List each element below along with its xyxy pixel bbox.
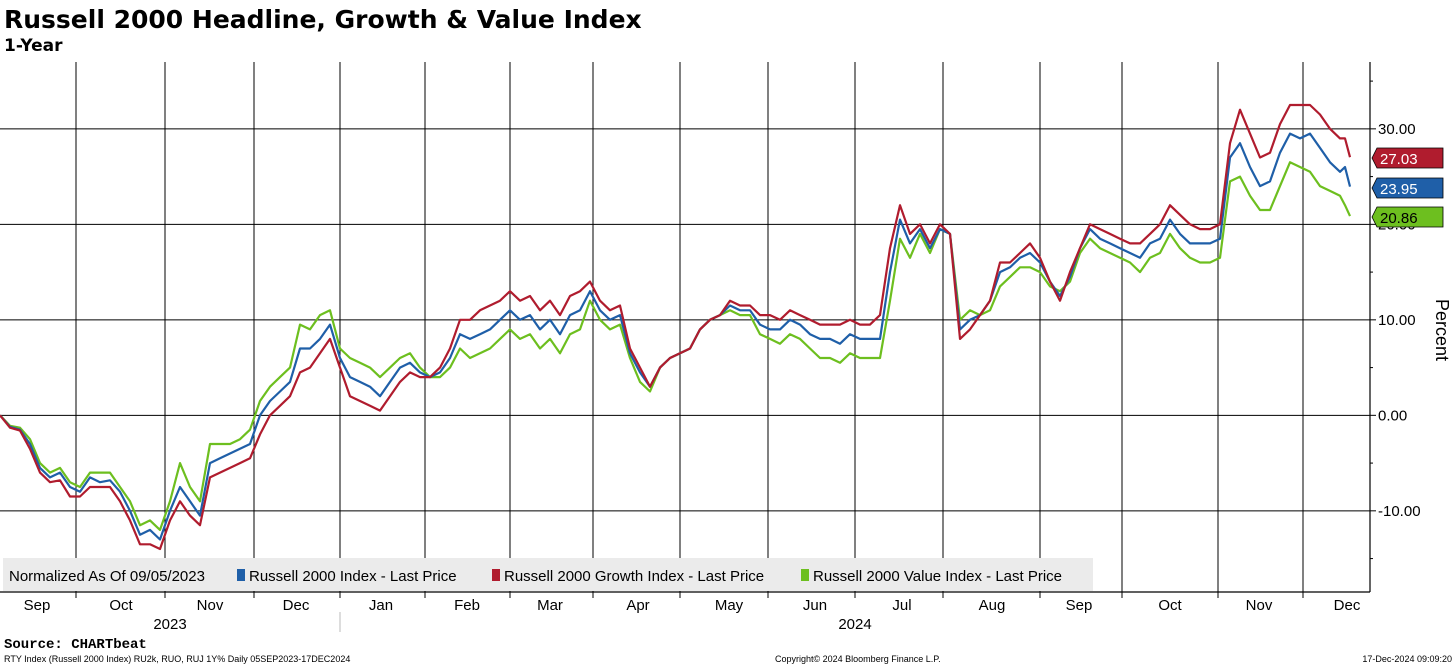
x-month-label: Oct	[1158, 597, 1182, 614]
footer-center: Copyright© 2024 Bloomberg Finance L.P.	[775, 654, 941, 664]
legend-background	[3, 558, 1093, 591]
last-value-label: 23.95	[1380, 181, 1418, 198]
x-month-label: Nov	[1246, 597, 1273, 614]
y-tick-label: 10.00	[1378, 312, 1416, 329]
series-line-2	[0, 161, 1351, 531]
y-axis-label: Percent	[1432, 299, 1452, 361]
x-month-label: Dec	[1334, 597, 1361, 614]
last-value-label: 27.03	[1380, 151, 1418, 168]
legend-swatch-russell-2000	[237, 569, 245, 581]
y-tick-label: -10.00	[1378, 503, 1421, 520]
x-month-label: Apr	[626, 597, 649, 614]
y-tick-label: 30.00	[1378, 121, 1416, 138]
y-tick-label: 0.00	[1378, 407, 1407, 424]
legend: Normalized As Of 09/05/2023 Russell 2000…	[3, 558, 1093, 591]
x-month-label: Oct	[109, 597, 133, 614]
footer-left: RTY Index (Russell 2000 Index) RU2k, RUO…	[4, 654, 350, 664]
last-value-badge	[1371, 206, 1444, 228]
x-month-label: Feb	[454, 597, 480, 614]
legend-swatch-russell-2000-growth	[492, 569, 500, 581]
last-value-badge	[1371, 147, 1444, 169]
last-value-badge	[1371, 177, 1444, 199]
x-month-label: Dec	[283, 597, 310, 614]
legend-label-russell-2000: Russell 2000 Index - Last Price	[249, 568, 457, 585]
legend-label-russell-2000-value: Russell 2000 Value Index - Last Price	[813, 568, 1062, 585]
chart-subtitle: 1-Year	[4, 36, 63, 56]
footer-right: 17-Dec-2024 09:09:20	[1362, 654, 1452, 664]
legend-label-russell-2000-growth: Russell 2000 Growth Index - Last Price	[504, 568, 764, 585]
x-month-label: Aug	[979, 597, 1006, 614]
series-lines	[0, 103, 1352, 551]
chart-title: Russell 2000 Headline, Growth & Value In…	[4, 5, 642, 34]
x-month-label: Jul	[892, 597, 911, 614]
x-month-label: May	[715, 597, 744, 614]
source-label: Source: CHARTbeat	[4, 637, 147, 653]
legend-normalized-label: Normalized As Of 09/05/2023	[9, 568, 205, 585]
last-value-label: 20.86	[1380, 210, 1418, 227]
x-month-label: Sep	[1066, 597, 1093, 614]
last-value-badges: 27.03 23.95 20.86	[1371, 147, 1444, 228]
x-month-label: Jun	[803, 597, 827, 614]
x-month-label: Mar	[537, 597, 563, 614]
x-year-label: 2023	[153, 616, 186, 633]
x-month-label: Nov	[197, 597, 224, 614]
x-year-label: 2024	[838, 616, 871, 633]
series-line-1	[0, 103, 1352, 551]
legend-swatch-russell-2000-value	[801, 569, 809, 581]
x-month-label: Sep	[24, 597, 51, 614]
series-line-0	[0, 132, 1352, 541]
x-axis-labels: Sep Oct Nov Dec Jan Feb Mar Apr May Jun Jul Aug Sep O…	[24, 592, 1361, 633]
x-month-label: Jan	[369, 597, 393, 614]
gridlines	[0, 62, 1370, 592]
